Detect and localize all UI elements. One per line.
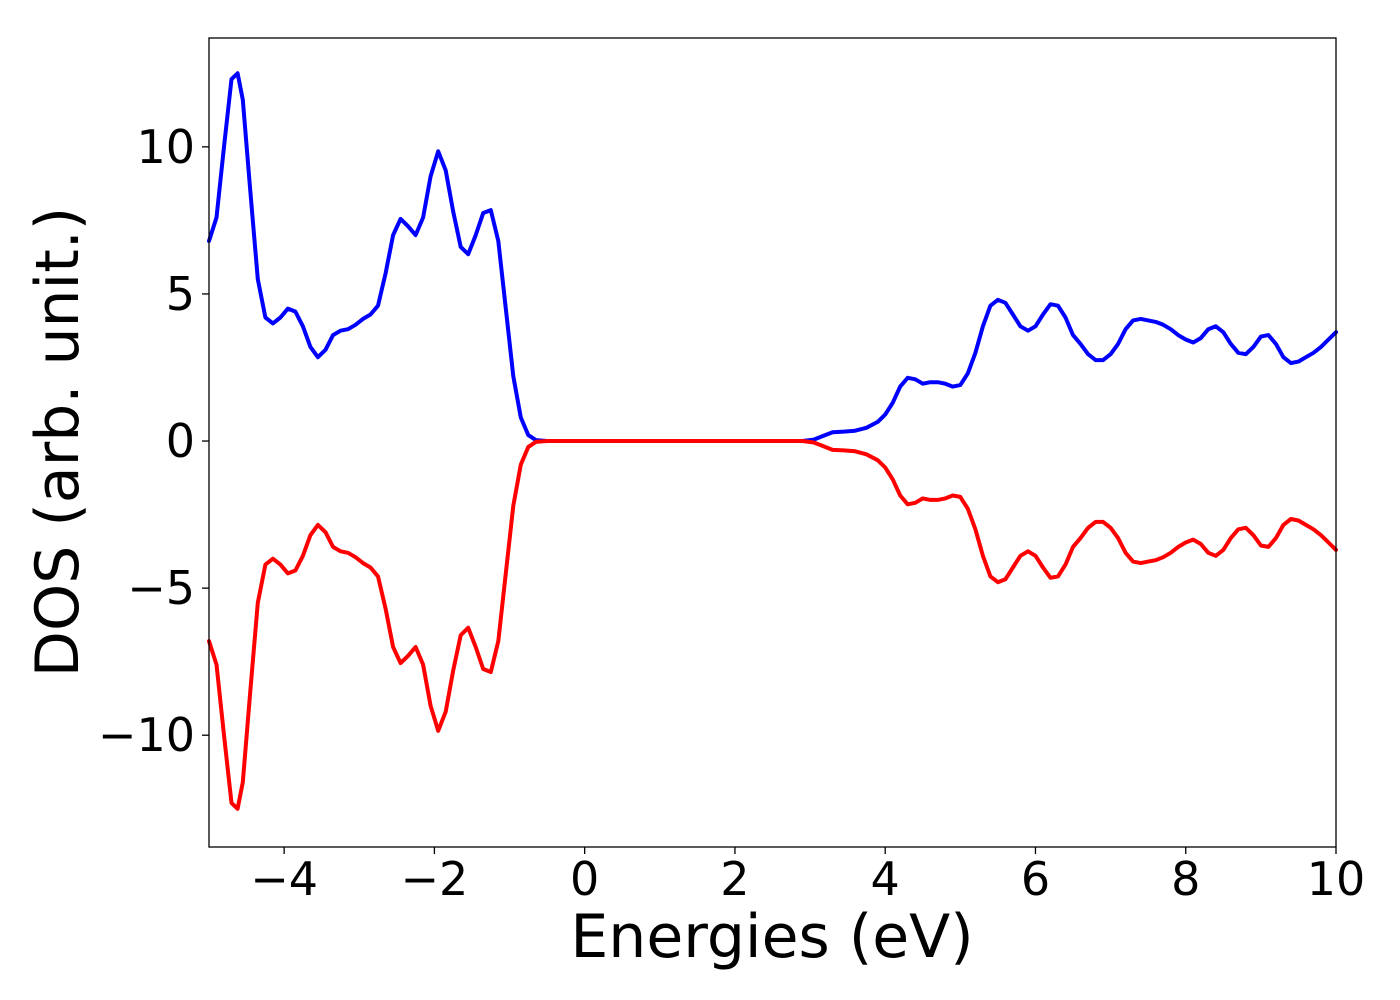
series-line-1 xyxy=(207,439,1338,811)
x-tick-label: 4 xyxy=(871,852,900,906)
x-tick-label: 10 xyxy=(1307,852,1366,906)
y-tick-label: 0 xyxy=(166,414,195,468)
x-tick-label: 6 xyxy=(1021,852,1050,906)
y-tick-label: 10 xyxy=(136,120,195,174)
x-tick-label: 2 xyxy=(720,852,749,906)
series-layer xyxy=(207,71,1338,811)
y-axis-label: DOS (arb. unit.) xyxy=(23,207,93,677)
y-tick-label: −5 xyxy=(127,561,195,615)
x-tick-label: 8 xyxy=(1171,852,1200,906)
plot-frame xyxy=(208,37,1337,848)
y-axis: −10 −5 0 5 10 xyxy=(98,120,209,762)
x-axis-label: Energies (eV) xyxy=(570,902,973,972)
y-tick-label: 5 xyxy=(166,267,195,321)
x-tick-label: −4 xyxy=(250,852,318,906)
x-tick-label: −2 xyxy=(400,852,468,906)
y-tick-label: −10 xyxy=(98,708,195,762)
x-tick-label: 0 xyxy=(570,852,599,906)
x-axis: −4 −2 0 2 4 6 8 10 xyxy=(250,847,1365,906)
series-line-0 xyxy=(207,71,1338,443)
